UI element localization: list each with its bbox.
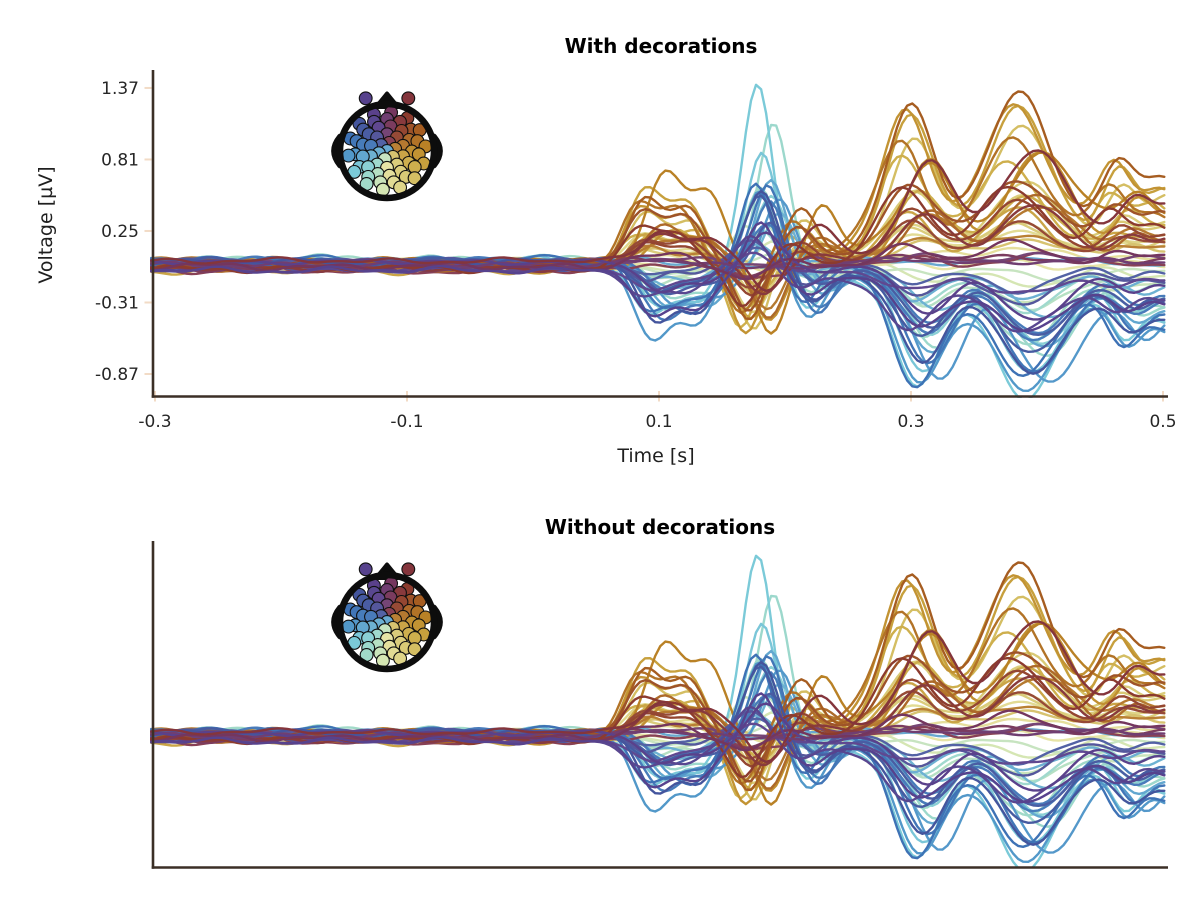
plot-with-decorations: -0.3 -0.1 0.1 0.3 0.51.370.810.25-0.31-0.87 … (35, 34, 1177, 467)
eeg-trace (150, 669, 1166, 768)
sensor-dot (401, 91, 416, 106)
y-tick-label: 0.81 (101, 151, 139, 171)
butterfly-traces-bottom (150, 554, 1166, 868)
eeg-trace (150, 692, 1166, 804)
x-tick-label: -0.1 (390, 412, 423, 432)
eeg-trace (150, 675, 1166, 767)
x-tick-label: 0.5 (1149, 412, 1176, 432)
y-tick-label: 0.25 (101, 222, 139, 242)
eeg-trace (150, 149, 1166, 293)
sensor-dot (407, 642, 422, 657)
eeg-trace (150, 221, 1166, 333)
y-tick-label: 1.37 (101, 79, 139, 99)
eeg-trace (150, 238, 1166, 281)
x-tick-label: -0.3 (138, 412, 171, 432)
x-tick-label: 0.1 (645, 412, 672, 432)
eeg-trace (150, 198, 1166, 297)
plot-without-decorations: Without decorations (150, 515, 1168, 869)
x-tick-label: 0.3 (897, 412, 924, 432)
eeg-trace (150, 702, 1166, 792)
head-topomap-inset (331, 562, 443, 673)
butterfly-traces-bottom-content (150, 554, 1166, 868)
eeg-trace (150, 709, 1166, 752)
head-outline (336, 571, 438, 673)
axes-bottom (151, 541, 1168, 869)
head-outline (336, 100, 438, 202)
y-tick-label: -0.87 (95, 365, 139, 385)
axes-top: -0.3 -0.1 0.1 0.3 0.5 1.37 0.81 0.25 -0.31 -0.87 (95, 70, 1177, 432)
x-axis-label: Time [s] (616, 445, 694, 467)
y-tick-label: -0.31 (95, 294, 139, 314)
plot-title-bottom: Without decorations (545, 515, 775, 539)
eeg-trace (150, 204, 1166, 296)
sensor-dot (407, 171, 422, 186)
plot-title-top: With decorations (565, 34, 758, 58)
butterfly-traces-top (150, 83, 1166, 398)
eeg-trace (150, 653, 1166, 860)
eeg-trace (150, 182, 1166, 389)
eeg-trace (150, 231, 1166, 321)
sensor-dot (358, 562, 373, 577)
sensor-dot (401, 562, 416, 577)
sensor-dot (358, 91, 373, 106)
head-topomap-inset (331, 91, 443, 202)
eeg-trace (150, 620, 1166, 764)
y-axis-label: Voltage [µV] (35, 166, 57, 283)
